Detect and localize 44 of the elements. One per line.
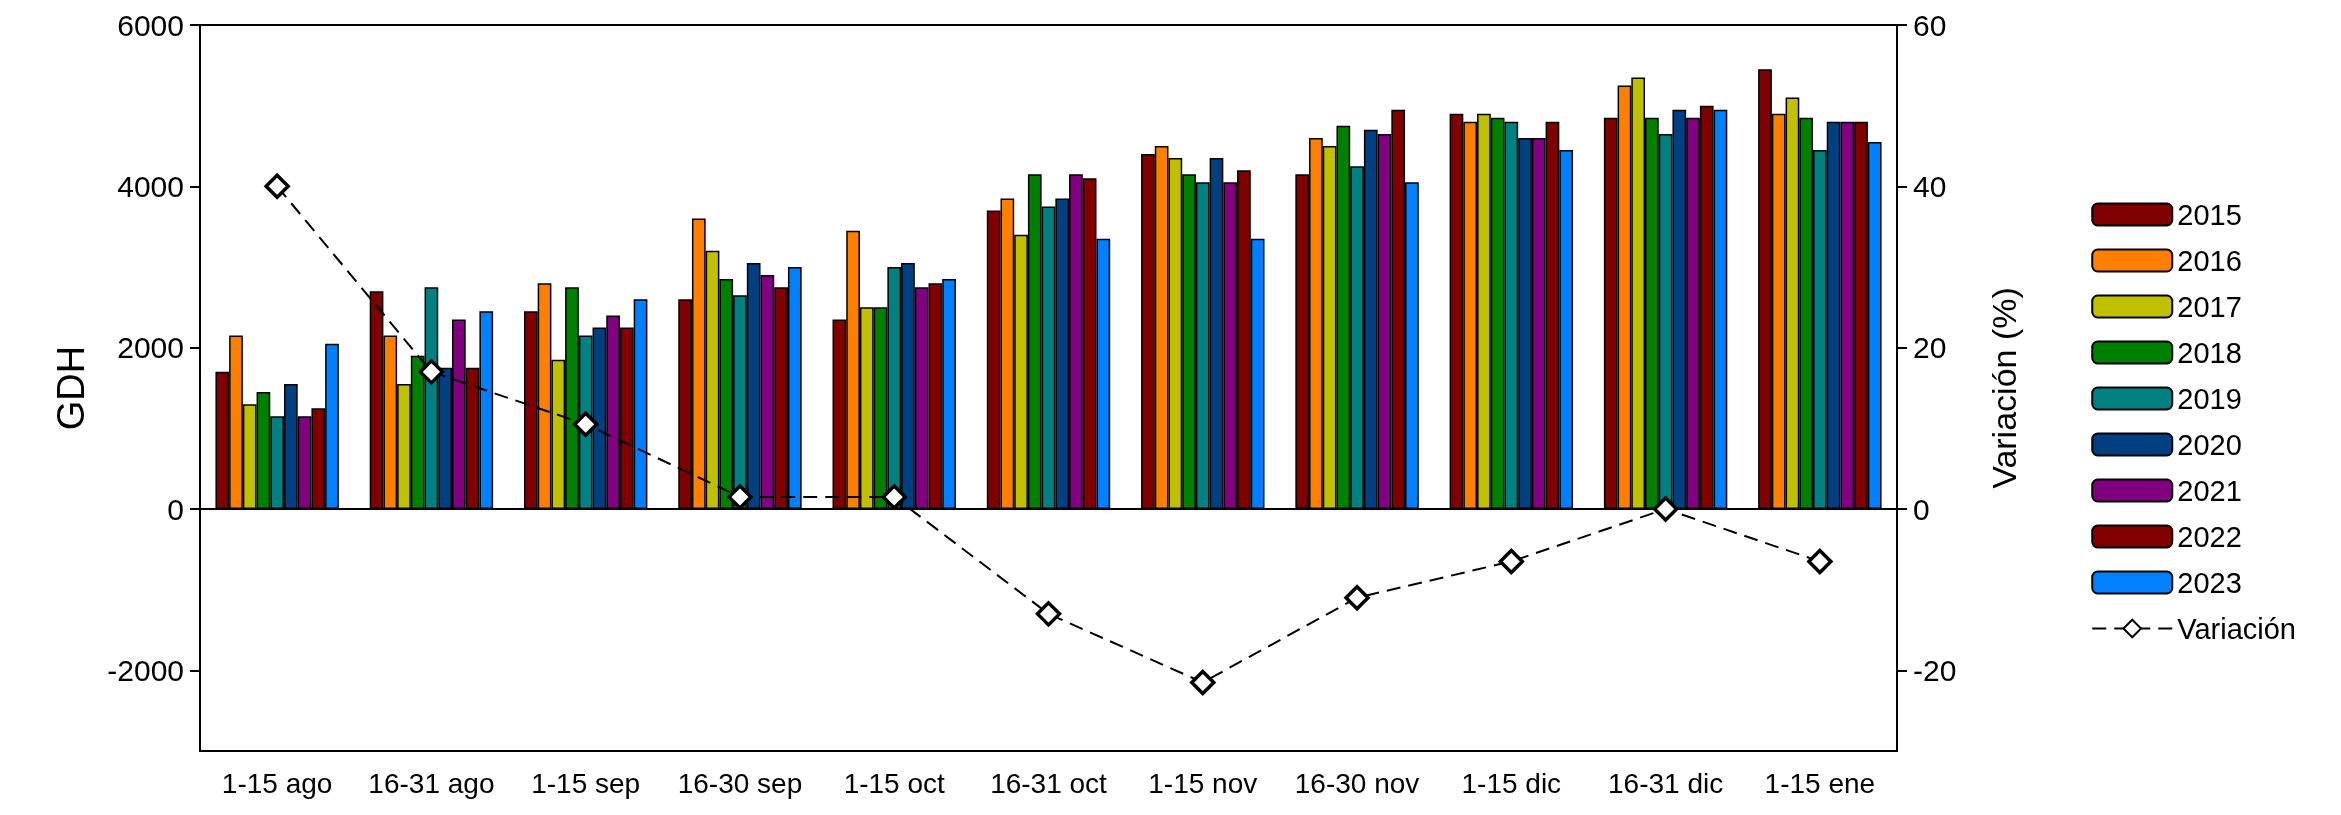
legend-label: 2015 <box>2177 198 2242 231</box>
point <box>1498 548 1525 575</box>
point <box>1344 584 1370 611</box>
y2-axis-title: Variación (%) <box>1985 287 2023 489</box>
x-tick-label: 1-15 ago <box>221 767 333 799</box>
y-tick-label: 2000 <box>117 331 184 365</box>
point <box>1190 669 1216 696</box>
y2-tick-label: -20 <box>1913 653 1957 687</box>
y2-tick-label: 60 <box>1913 8 1947 42</box>
legend-label: 2023 <box>2177 566 2242 599</box>
point <box>1035 601 1062 627</box>
y-tick-label: 4000 <box>117 169 184 203</box>
point <box>881 484 907 510</box>
y2-tick-label: 0 <box>1913 492 1930 526</box>
point <box>264 173 290 200</box>
legend-label: Variación <box>2177 612 2296 645</box>
x-tick-label: 16-31 oct <box>990 767 1108 799</box>
y-tick-label: 6000 <box>117 8 184 42</box>
legend-label: 2020 <box>2177 428 2242 461</box>
legend-label: 2018 <box>2177 336 2242 369</box>
point <box>1807 548 1833 575</box>
x-tick-label: 1-15 ene <box>1764 767 1876 799</box>
x-tick-label: 16-30 sep <box>677 767 803 799</box>
x-tick-label: 1-15 sep <box>531 767 641 799</box>
x-tick-label: 1-15 dic <box>1461 767 1562 799</box>
y-axis-title: GDH <box>50 345 92 431</box>
x-tick-label: 16-30 nov <box>1294 767 1420 799</box>
y-tick-label: -2000 <box>107 653 184 687</box>
point <box>572 411 599 438</box>
point <box>418 359 445 385</box>
legend-label: 2019 <box>2177 382 2242 415</box>
x-tick-label: 1-15 nov <box>1148 767 1258 799</box>
legend-label: 2016 <box>2177 244 2242 277</box>
y2-tick-label: 20 <box>1913 331 1947 365</box>
point <box>1652 496 1679 522</box>
y-tick-label: 0 <box>167 492 184 526</box>
legend-label: 2022 <box>2177 520 2242 553</box>
y2-tick-label: 40 <box>1913 169 1947 203</box>
point <box>727 484 753 510</box>
legend-label: 2021 <box>2177 474 2242 507</box>
x-tick-label: 16-31 ago <box>368 767 495 799</box>
x-tick-label: 16-31 dic <box>1608 767 1724 799</box>
legend-label: 2017 <box>2177 290 2242 323</box>
x-tick-label: 1-15 oct <box>843 767 946 799</box>
